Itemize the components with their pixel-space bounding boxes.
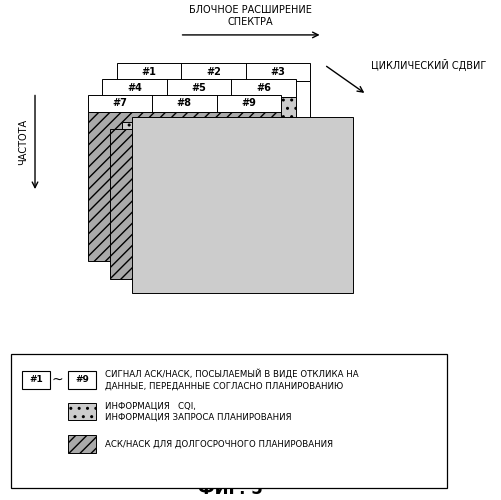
Text: ЦИКЛИЧЕСКИЙ СДВИГ: ЦИКЛИЧЕСКИЙ СДВИГ — [371, 58, 486, 70]
Text: ЧАСТОТА: ЧАСТОТА — [18, 119, 28, 166]
Text: #6: #6 — [256, 82, 271, 92]
Text: #9: #9 — [241, 98, 256, 108]
Bar — [117, 80, 311, 230]
Text: #8: #8 — [177, 98, 192, 108]
Bar — [22, 371, 50, 388]
Text: #1: #1 — [142, 66, 157, 76]
Bar — [68, 402, 96, 420]
Text: БЛОЧНОЕ РАСШИРЕНИЕ
СПЕКТРА: БЛОЧНОЕ РАСШИРЕНИЕ СПЕКТРА — [189, 6, 312, 27]
Bar — [88, 94, 281, 112]
Bar — [110, 130, 312, 280]
Text: АСК/НАСК ДЛЯ ДОЛГОСРОЧНОГО ПЛАНИРОВАНИЯ: АСК/НАСК ДЛЯ ДОЛГОСРОЧНОГО ПЛАНИРОВАНИЯ — [105, 440, 333, 449]
Text: #3: #3 — [271, 66, 286, 76]
Text: #2: #2 — [206, 66, 221, 76]
Text: ИНФОРМАЦИЯ   CQI,
ИНФОРМАЦИЯ ЗАПРОСА ПЛАНИРОВАНИЯ: ИНФОРМАЦИЯ CQI, ИНФОРМАЦИЯ ЗАПРОСА ПЛАНИ… — [105, 401, 292, 422]
Text: #7: #7 — [112, 98, 127, 108]
Text: ~: ~ — [51, 373, 63, 387]
Bar — [88, 112, 281, 262]
Bar — [102, 96, 296, 246]
Bar — [132, 118, 353, 294]
Bar — [68, 436, 96, 454]
Bar — [102, 78, 296, 96]
Text: ФИГ. 5: ФИГ. 5 — [198, 480, 263, 498]
Text: #5: #5 — [191, 82, 206, 92]
Text: #1: #1 — [29, 376, 43, 384]
Bar — [117, 62, 311, 80]
Text: #4: #4 — [127, 82, 142, 92]
Bar — [11, 354, 447, 488]
Bar — [68, 371, 96, 388]
Bar — [122, 122, 334, 266]
Text: СИГНАЛ АСК/НАСК, ПОСЫЛАЕМЫЙ В ВИДЕ ОТКЛИКА НА
ДАННЫЕ, ПЕРЕДАННЫЕ СОГЛАСНО ПЛАНИР: СИГНАЛ АСК/НАСК, ПОСЫЛАЕМЫЙ В ВИДЕ ОТКЛИ… — [105, 369, 359, 390]
Text: #9: #9 — [75, 376, 89, 384]
